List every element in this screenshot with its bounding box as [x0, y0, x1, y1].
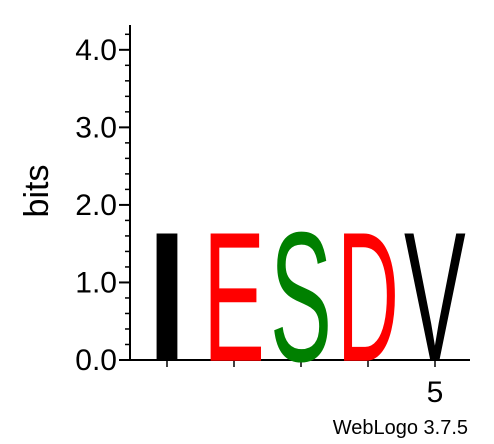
y-tick-label: 0.0: [75, 344, 117, 377]
logo-letter-glyph: I: [136, 195, 198, 401]
logo-letter-glyph: V: [404, 194, 466, 400]
y-tick-label: 2.0: [75, 189, 117, 222]
logo-letter-V: V: [404, 194, 466, 400]
logo-letter-I: I: [136, 195, 198, 401]
logo-letter-glyph: D: [337, 193, 399, 401]
x-axis: 5: [130, 359, 470, 409]
y-axis-label: bits: [18, 165, 56, 218]
logo-letter-glyph: E: [203, 194, 265, 401]
x-tick-label: 5: [427, 376, 444, 409]
logo-letter-glyph: S: [270, 194, 332, 401]
y-tick-label: 1.0: [75, 266, 117, 299]
weblogo-version-label: WebLogo 3.7.5: [333, 417, 468, 439]
y-axis: 0.0 1.0 2.0 3.0 4.0: [75, 25, 131, 377]
y-tick-label: 3.0: [75, 111, 117, 144]
logo-letter-D: D: [337, 193, 399, 401]
y-tick-label: 4.0: [75, 34, 117, 67]
logo-letter-E: E: [203, 194, 265, 401]
logo-letter-S: S: [270, 194, 332, 401]
